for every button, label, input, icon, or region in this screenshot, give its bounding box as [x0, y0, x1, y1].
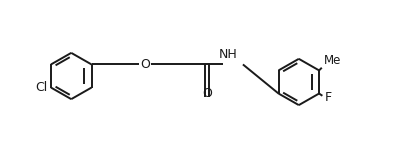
Text: F: F — [324, 91, 331, 104]
Text: O: O — [202, 87, 211, 100]
Text: Me: Me — [323, 54, 340, 67]
Text: O: O — [140, 58, 150, 71]
Text: NH: NH — [218, 48, 237, 61]
Text: Cl: Cl — [35, 81, 48, 94]
